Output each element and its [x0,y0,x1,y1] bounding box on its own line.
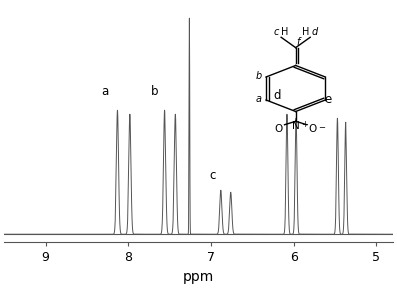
X-axis label: ppm: ppm [183,270,214,284]
Text: b: b [151,85,158,98]
Text: d: d [273,89,281,102]
Text: c: c [209,169,216,182]
Text: a: a [101,85,109,98]
Text: e: e [324,93,331,106]
